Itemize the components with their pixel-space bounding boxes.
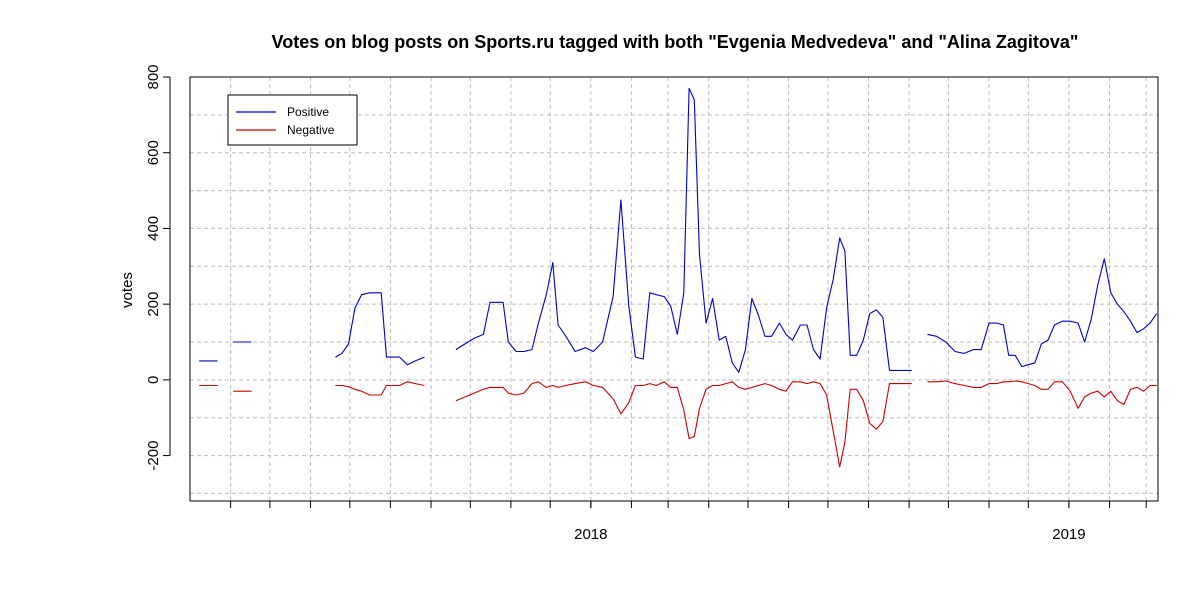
plot-frame: [189, 76, 1159, 502]
y-tick-label: 0: [145, 376, 162, 384]
series-line-positive: [927, 258, 1158, 368]
series-positive: [199, 87, 1158, 373]
legend: Positive Negative: [227, 94, 358, 146]
x-tick-label: 2019: [1052, 526, 1085, 543]
series-line-positive: [335, 292, 425, 366]
y-tick-label: -200: [145, 441, 162, 471]
y-tick-label: 200: [145, 292, 162, 317]
legend-label-negative: Negative: [287, 123, 335, 137]
series-line-positive: [455, 87, 912, 373]
y-tick-label: 600: [145, 140, 162, 165]
series-layer: [199, 87, 1158, 468]
y-axis-label: votes: [119, 272, 136, 308]
y-tick-label: 800: [145, 64, 162, 89]
legend-box: [227, 94, 358, 146]
chart-title: Votes on blog posts on Sports.ru tagged …: [272, 32, 1079, 52]
series-negative: [199, 380, 1157, 468]
series-line-negative: [455, 381, 912, 468]
x-tick-label: 2018: [574, 526, 607, 543]
legend-label-positive: Positive: [287, 105, 329, 119]
series-line-negative: [335, 381, 425, 396]
y-tick-label: 400: [145, 216, 162, 241]
series-line-negative: [927, 380, 1157, 409]
